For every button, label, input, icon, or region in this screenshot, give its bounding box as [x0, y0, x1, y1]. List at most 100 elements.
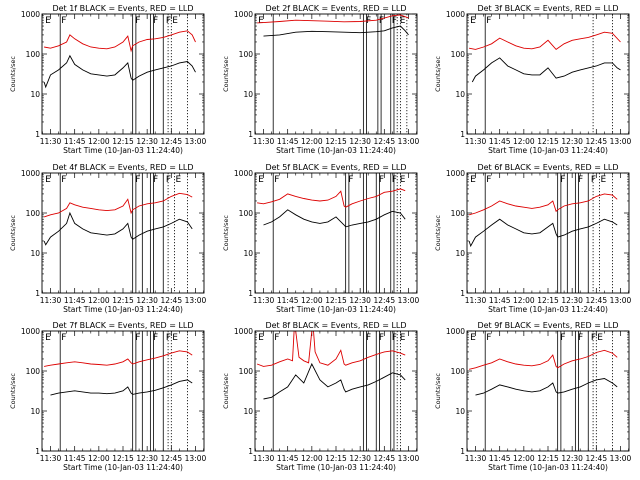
y-axis-label: Counts/sec — [9, 215, 17, 251]
x-axis-label: Start Time (10-Jan-03 11:24:40) — [488, 305, 608, 314]
y-tick-label: 10 — [30, 249, 40, 258]
marker-label: F — [392, 175, 397, 185]
y-axis-label: Counts/sec — [434, 56, 442, 92]
x-tick-label: 12:00 — [513, 454, 535, 463]
marker-label: E — [470, 175, 476, 185]
marker-label: F — [379, 333, 384, 343]
x-tick-label: 12:45 — [373, 137, 395, 146]
x-tick-label: 11:45 — [489, 296, 511, 305]
plot-frame — [254, 13, 418, 135]
marker-label: F — [486, 175, 491, 185]
x-tick-label: 11:30 — [40, 296, 62, 305]
x-tick-label: 12:00 — [513, 296, 535, 305]
marker-label: F — [61, 16, 66, 26]
marker-label: F — [274, 175, 279, 185]
x-tick-label: 11:30 — [253, 296, 275, 305]
panel-det-9: Det 9f BLACK = Events, RED = LLD 1 10 100 10… — [434, 321, 631, 472]
marker-label: E — [172, 333, 178, 343]
marker-label: E — [45, 333, 51, 343]
marker-label: F — [578, 175, 583, 185]
y-tick-label: 10 — [30, 90, 40, 99]
marker-label: F — [486, 333, 491, 343]
series-line-lld — [468, 193, 618, 216]
x-tick-label: 12:15 — [112, 296, 134, 305]
y-tick-label: 100 — [26, 209, 41, 218]
marker-label: F — [166, 175, 171, 185]
y-tick-label: 1000 — [234, 10, 253, 19]
x-axis-label: Start Time (10-Jan-03 11:24:40) — [276, 146, 396, 155]
x-tick-label: 12:15 — [537, 296, 559, 305]
marker-label: F — [153, 16, 158, 26]
marker-label: F — [348, 175, 353, 185]
series-line-events — [468, 218, 618, 248]
x-axis-label: Start Time (10-Jan-03 11:24:40) — [276, 305, 396, 314]
marker-label: F — [166, 333, 171, 343]
x-tick-label: 12:00 — [301, 137, 323, 146]
x-tick-label: 11:45 — [277, 137, 299, 146]
x-tick-label: 12:45 — [160, 137, 182, 146]
series-line-lld — [44, 30, 196, 53]
x-tick-label: 12:45 — [373, 454, 395, 463]
panel-title: Det 1f BLACK = Events, RED = LLD — [52, 4, 193, 13]
y-tick-label: 1000 — [21, 10, 40, 19]
marker-label: E — [597, 333, 603, 343]
marker-label: F — [61, 333, 66, 343]
marker-label: F — [135, 16, 140, 26]
x-tick-label: 12:45 — [585, 454, 607, 463]
marker-label: E — [601, 175, 607, 185]
y-tick-label: 1 — [248, 130, 253, 139]
y-tick-label: 100 — [26, 50, 41, 59]
series-line-events — [43, 54, 196, 89]
x-tick-label: 11:45 — [64, 454, 86, 463]
x-tick-label: 13:00 — [398, 296, 420, 305]
plot-frame — [41, 172, 205, 294]
y-tick-label: 1000 — [446, 169, 465, 178]
x-tick-label: 12:30 — [561, 296, 583, 305]
panel-title: Det 5f BLACK = Events, RED = LLD — [265, 163, 406, 172]
x-tick-label: 12:00 — [301, 296, 323, 305]
panel-title: Det 6f BLACK = Events, RED = LLD — [477, 163, 618, 172]
x-tick-label: 11:30 — [465, 137, 487, 146]
panel-det-4: Det 4f BLACK = Events, RED = LLD 1 10 100 10… — [9, 163, 206, 314]
marker-label: E — [176, 175, 182, 185]
y-tick-label: 100 — [239, 209, 254, 218]
marker-label: E — [400, 333, 406, 343]
x-tick-label: 12:30 — [349, 454, 371, 463]
x-tick-label: 12:30 — [349, 296, 371, 305]
x-tick-label: 11:45 — [489, 137, 511, 146]
x-tick-label: 12:45 — [160, 296, 182, 305]
x-tick-label: 12:00 — [513, 137, 535, 146]
x-tick-label: 13:00 — [610, 137, 632, 146]
x-axis-label: Start Time (10-Jan-03 11:24:40) — [63, 146, 183, 155]
y-tick-label: 1000 — [446, 327, 465, 336]
y-axis-label: Counts/sec — [9, 56, 17, 92]
y-tick-label: 1 — [35, 447, 40, 456]
series-line-events — [475, 378, 618, 396]
x-tick-label: 11:30 — [40, 454, 62, 463]
y-axis-label: Counts/sec — [434, 373, 442, 409]
x-tick-label: 11:30 — [40, 137, 62, 146]
marker-label: E — [470, 16, 476, 26]
x-tick-label: 12:30 — [136, 454, 158, 463]
marker-label: E — [400, 175, 406, 185]
x-tick-label: 12:15 — [325, 454, 347, 463]
y-tick-label: 1 — [35, 130, 40, 139]
panel-title: Det 8f BLACK = Events, RED = LLD — [265, 321, 406, 330]
series-line-lld — [44, 350, 193, 367]
series-line-lld — [256, 331, 406, 367]
x-tick-label: 11:45 — [277, 296, 299, 305]
marker-label: E — [400, 16, 406, 26]
x-tick-label: 12:45 — [373, 296, 395, 305]
x-tick-label: 12:15 — [325, 137, 347, 146]
y-tick-label: 100 — [451, 367, 466, 376]
y-tick-label: 100 — [239, 367, 254, 376]
x-tick-label: 13:00 — [185, 454, 207, 463]
y-tick-label: 1 — [35, 289, 40, 298]
y-axis-label: Counts/sec — [222, 56, 230, 92]
x-tick-label: 11:45 — [489, 454, 511, 463]
x-tick-label: 13:00 — [610, 454, 632, 463]
marker-label: F — [379, 16, 384, 26]
x-tick-label: 11:30 — [253, 137, 275, 146]
